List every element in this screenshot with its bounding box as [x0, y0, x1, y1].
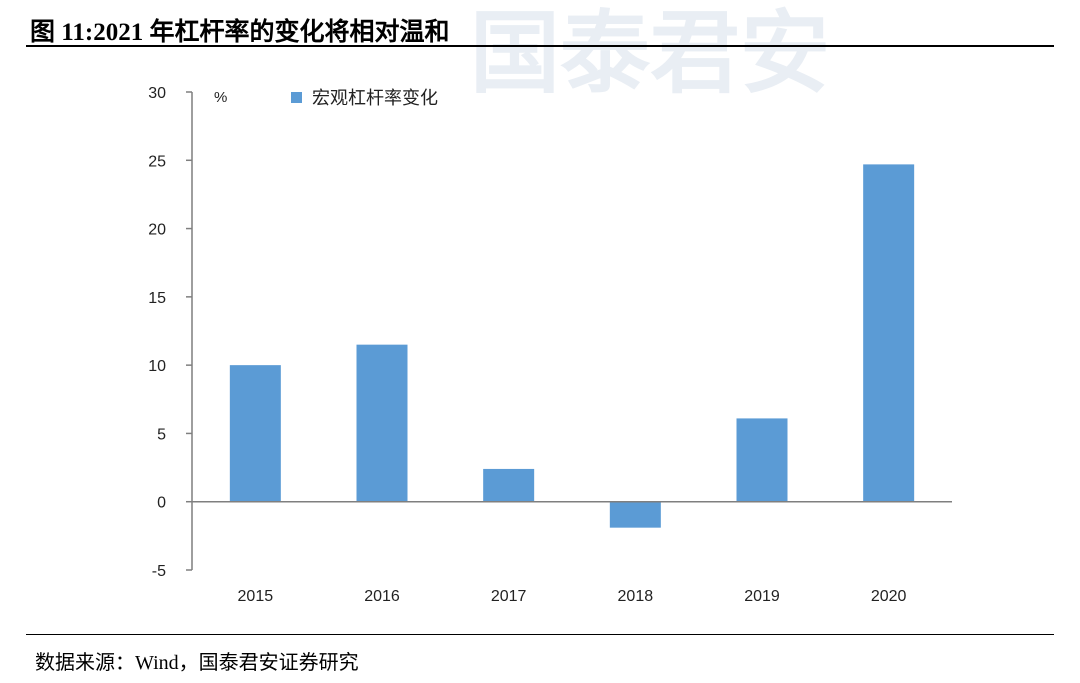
bar-2019: [736, 418, 788, 502]
x-tick-label: 2017: [491, 588, 527, 605]
y-tick-label: -5: [152, 563, 166, 580]
y-unit-label: %: [214, 89, 227, 106]
y-tick-label: 10: [148, 358, 166, 375]
figure-title: 图 11:2021 年杠杆率的变化将相对温和: [30, 19, 450, 46]
legend-label: 宏观杠杆率变化: [312, 88, 438, 109]
x-axis: 2015 2016 2017 2018 2019 2020: [192, 500, 952, 605]
bar-2018: [609, 501, 661, 528]
bar-2015: [229, 365, 281, 502]
bar-2016: [356, 344, 408, 502]
x-tick-label: 2019: [744, 588, 780, 605]
y-tick-label: 30: [148, 85, 166, 102]
x-tick-label: 2015: [238, 588, 274, 605]
bars: [229, 164, 915, 528]
legend-swatch: [291, 92, 302, 103]
source-divider: [26, 634, 1054, 635]
watermark: 国泰君安: [470, 1, 830, 106]
title-divider: [26, 45, 1054, 47]
y-tick-label: 20: [148, 222, 166, 239]
y-tick-label: 25: [148, 153, 166, 170]
x-tick-label: 2016: [364, 588, 400, 605]
y-tick-label: 15: [148, 290, 166, 307]
y-axis: -5 0 5 10 15 20 25 30%: [148, 85, 227, 580]
legend: 宏观杠杆率变化: [291, 88, 438, 109]
x-tick-label: 2018: [618, 588, 654, 605]
y-tick-label: 5: [157, 426, 166, 443]
bar-2017: [483, 468, 535, 502]
bar-2020: [863, 164, 915, 502]
source-note: 数据来源：Wind，国泰君安证券研究: [35, 652, 359, 674]
y-tick-label: 0: [157, 495, 166, 512]
x-tick-label: 2020: [871, 588, 907, 605]
